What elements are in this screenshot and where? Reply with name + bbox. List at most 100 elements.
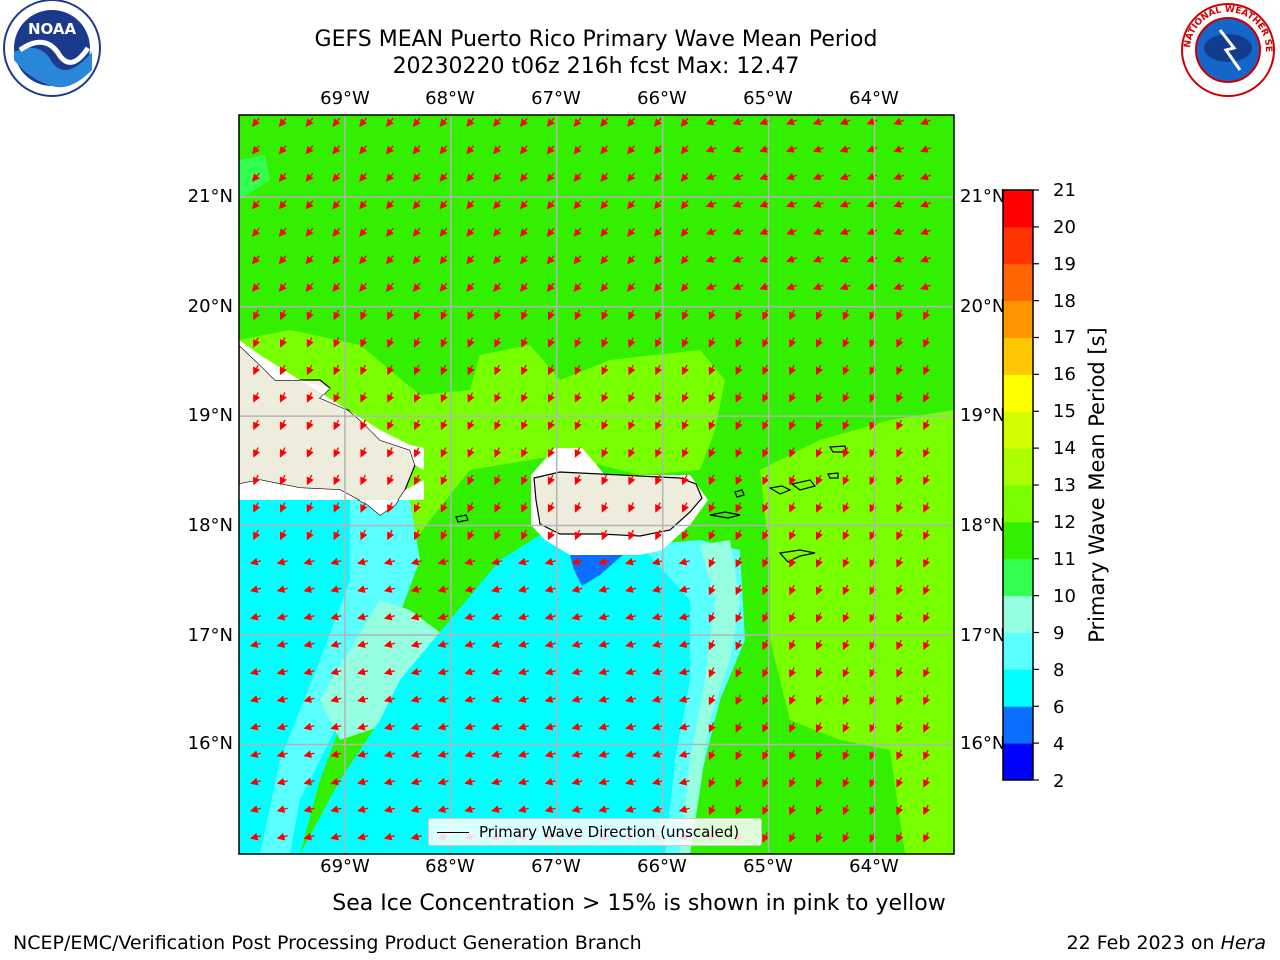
wave-direction-arrow [923,364,931,376]
wave-direction-arrow [708,447,716,458]
wave-direction-arrow [493,255,502,265]
wave-direction-arrow [815,474,823,486]
wave-direction-arrow [303,805,315,813]
wave-direction-arrow [789,804,797,816]
wave-direction-arrow [653,227,662,237]
wave-direction-arrow [494,447,502,458]
wave-direction-arrow [681,447,689,458]
wave-direction-arrow [896,447,904,458]
wave-direction-arrow [547,392,555,403]
lat-tick-left: 17°N [187,625,233,646]
wave-direction-arrow [628,474,636,486]
wave-direction-arrow [333,309,341,321]
wave-direction-arrow [547,419,555,431]
wave-direction-arrow [521,392,529,403]
colorbar-tick: 11 [1053,549,1076,570]
wave-direction-arrow [651,585,663,593]
wave-direction-arrow [360,392,368,403]
wave-direction-arrow [491,612,503,621]
wave-direction-arrow [815,749,823,761]
lat-tick-right: 16°N [960,733,1006,754]
wave-direction-arrow [546,200,555,210]
wave-direction-arrow [544,585,556,593]
wave-direction-arrow [437,557,449,566]
wave-direction-arrow [735,419,743,431]
wave-direction-arrow [519,117,528,127]
wave-direction-arrow [330,612,342,621]
wave-direction-arrow [440,309,448,321]
wave-direction-arrow [330,557,342,566]
wave-direction-arrow [519,200,528,210]
wave-direction-arrow [251,282,260,292]
wave-direction-arrow [789,392,797,403]
wave-direction-arrow [628,419,636,431]
wave-direction-arrow [789,612,797,623]
colorbar-segment [1003,521,1033,560]
wave-direction-arrow [815,364,823,376]
wave-direction-arrow [360,502,368,513]
wave-direction-arrow [655,337,663,348]
wave-direction-arrow [439,117,448,127]
wave-direction-arrow [519,282,528,292]
wave-direction-arrow [330,805,342,813]
wave-direction-arrow [276,612,288,621]
wave-direction-arrow [762,722,770,733]
wave-direction-arrow [466,282,475,292]
wave-direction-arrow [357,667,369,676]
wave-direction-arrow [278,117,287,127]
wave-direction-arrow [467,337,475,348]
wave-direction-arrow [893,200,905,208]
wave-direction-arrow [412,200,421,210]
wave-direction-arrow [842,447,850,458]
wave-direction-arrow [735,749,743,761]
wave-direction-arrow [333,419,341,431]
wave-direction-arrow [278,227,287,237]
wave-direction-arrow [789,529,797,541]
wave-direction-arrow [923,337,931,348]
wave-direction-arrow [735,804,743,816]
wave-direction-arrow [412,145,421,155]
wave-direction-arrow [440,364,448,376]
wave-direction-arrow [678,777,690,786]
wave-direction-arrow [598,805,610,813]
wave-direction-arrow [627,227,636,237]
wave-direction-arrow [789,337,797,348]
wave-direction-arrow [842,612,850,623]
wave-direction-arrow [896,749,904,761]
wave-direction-arrow [762,639,770,651]
wave-direction-arrow [762,337,770,348]
wave-direction-arrow [517,557,529,566]
wave-direction-arrow [253,419,261,431]
wave-direction-arrow [385,200,394,210]
wave-direction-arrow [896,364,904,376]
wave-direction-arrow [413,529,421,541]
wave-direction-arrow [842,694,850,706]
wave-direction-arrow [332,145,341,155]
wave-direction-arrow [815,639,823,651]
wave-direction-arrow [628,364,636,376]
wave-direction-arrow [383,722,395,731]
colorbar-tick: 13 [1053,475,1076,496]
wave-direction-arrow [546,172,555,182]
nws-logo: NATIONAL WEATHER SERVICE [1173,0,1280,100]
wave-direction-arrow [305,200,314,210]
wave-direction-arrow [305,282,314,292]
wave-direction-arrow [839,282,851,291]
wave-direction-arrow [276,722,288,731]
wave-direction-arrow [627,282,636,292]
lon-tick-bottom: 68°W [425,856,475,877]
wave-direction-arrow [708,337,716,348]
wave-direction-arrow [466,227,475,237]
wave-direction-arrow [276,557,288,566]
wave-direction-arrow [249,750,261,758]
colorbar-segment [1003,632,1033,670]
wave-direction-arrow [440,447,448,458]
map-area [239,115,954,854]
wave-direction-arrow [708,667,716,678]
wave-direction-arrow [330,695,342,703]
lat-tick-right: 19°N [960,405,1006,426]
wave-direction-arrow [357,585,369,593]
wave-direction-arrow [437,777,449,786]
wave-direction-arrow [786,145,797,153]
